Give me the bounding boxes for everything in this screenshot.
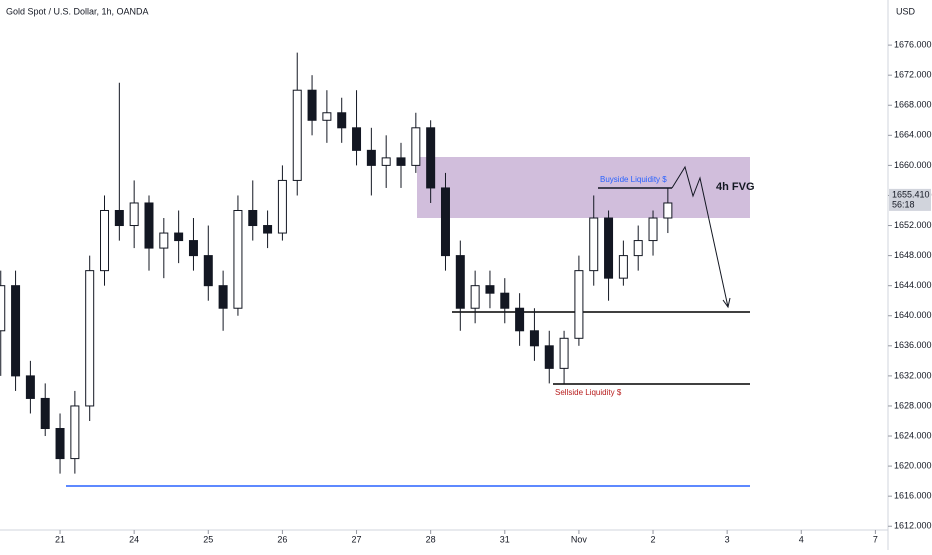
candle-body <box>322 112 332 121</box>
candle-body <box>559 337 569 369</box>
y-tick-label: 1624.000 <box>894 430 932 440</box>
y-tick-label: 1668.000 <box>894 100 932 110</box>
y-tick-label: 1652.000 <box>894 220 932 230</box>
y-tick-label: 1648.000 <box>894 250 932 260</box>
x-tick-label: 2 <box>651 534 656 544</box>
candle-body <box>470 285 480 309</box>
candle-body <box>396 157 406 166</box>
candle-body <box>114 209 124 227</box>
y-tick-label: 1628.000 <box>894 400 932 410</box>
price-tag <box>889 188 931 211</box>
x-tick-label: 27 <box>352 534 362 544</box>
candle-body <box>100 209 110 272</box>
candle-body <box>129 202 139 227</box>
x-tick-label: 7 <box>873 534 878 544</box>
candle-body <box>426 127 436 189</box>
candle-body <box>604 217 614 279</box>
candle-body <box>144 202 154 249</box>
candle-body <box>411 127 421 166</box>
countdown: 56:18 <box>892 199 915 209</box>
arrow-head <box>722 297 731 309</box>
x-tick-label: 3 <box>725 534 730 544</box>
candle-body <box>307 89 317 121</box>
candle-body <box>233 209 243 309</box>
candle-body <box>381 157 391 166</box>
candle-body <box>11 285 21 377</box>
candle-body <box>277 179 287 234</box>
y-tick-label: 1620.000 <box>894 460 932 470</box>
y-tick-label: 1672.000 <box>894 70 932 80</box>
y-tick-label: 1676.000 <box>894 39 932 49</box>
y-tick-label: 1612.000 <box>894 521 932 531</box>
sellside-label: Sellside Liquidity $ <box>555 388 622 397</box>
candle-body <box>292 89 302 181</box>
x-tick-label: 28 <box>426 534 436 544</box>
x-tick-label: 4 <box>799 534 804 544</box>
candle-body <box>529 330 539 347</box>
x-tick-label: 25 <box>203 534 213 544</box>
candle-body <box>648 217 658 242</box>
y-tick-label: 1660.000 <box>894 160 932 170</box>
candle-body <box>366 149 376 166</box>
candle-body <box>663 202 673 219</box>
candle-body <box>174 232 184 242</box>
candle-body <box>218 285 228 309</box>
chart-title: Gold Spot / U.S. Dollar, 1h, OANDA <box>6 6 149 16</box>
candle-body <box>188 240 198 257</box>
price-tag-label: 1655.410 <box>892 189 930 199</box>
candle-body <box>544 345 554 369</box>
candle-body <box>500 292 510 309</box>
candle-body <box>85 270 95 407</box>
candle-body <box>263 225 273 234</box>
candle-body <box>203 255 213 287</box>
y-tick-label: 1636.000 <box>894 340 932 350</box>
x-tick-label: 26 <box>277 534 287 544</box>
candle-body <box>589 217 599 272</box>
candle-body <box>25 375 35 399</box>
y-tick-label: 1644.000 <box>894 280 932 290</box>
x-tick-label: Nov <box>571 534 588 544</box>
x-tick-label: 24 <box>129 534 139 544</box>
candle-body <box>618 255 628 279</box>
y-tick-label: 1640.000 <box>894 310 932 320</box>
candle-body <box>455 255 465 309</box>
y-tick-label: 1632.000 <box>894 370 932 380</box>
y-tick-label: 1616.000 <box>894 491 932 501</box>
candle-body <box>440 187 450 257</box>
candle-body <box>40 397 50 430</box>
candle-body <box>633 240 643 257</box>
candle-body <box>248 209 258 227</box>
candle-body <box>352 127 362 151</box>
candle-body <box>0 285 6 332</box>
candle-body <box>337 112 347 129</box>
candle-body <box>159 232 169 249</box>
fvg-zone <box>417 157 750 218</box>
candle-body <box>55 428 65 460</box>
candle-body <box>515 307 525 332</box>
projection-arrow <box>671 165 729 308</box>
x-tick-label: 21 <box>55 534 65 544</box>
candle-body <box>485 285 495 294</box>
y-tick-label: 1664.000 <box>894 130 932 140</box>
candle-body <box>574 270 584 339</box>
candle-body <box>70 405 80 460</box>
x-tick-label: 31 <box>500 534 510 544</box>
currency: USD <box>896 6 916 16</box>
buyside-label: Buyside Liquidity $ <box>600 175 667 184</box>
fvg-label: 4h FVG <box>716 181 755 193</box>
